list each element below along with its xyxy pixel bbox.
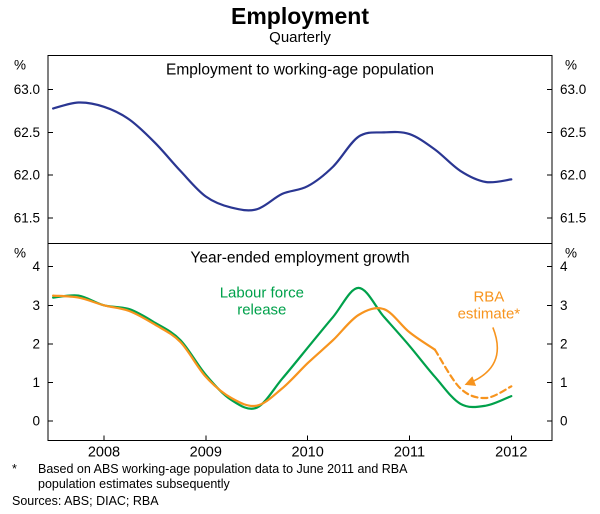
y-tick-label-left: 4	[32, 259, 40, 274]
y-tick-label-left: 62.5	[14, 125, 40, 140]
footnotes: * Based on ABS working-age population da…	[0, 461, 600, 509]
y-tick-label-left: 1	[32, 375, 40, 390]
rba-label: RBA estimate*	[458, 288, 521, 322]
y-tick-label-right: 61.5	[560, 210, 586, 225]
chart-title: Employment	[230, 3, 370, 29]
y-tick-label-left: 2	[32, 336, 40, 351]
labour-force-label: Labour force release	[220, 285, 304, 319]
chart-subtitle: Quarterly	[269, 29, 331, 46]
employment-to-working-age-population-line	[52, 101, 513, 212]
x-tick-label: 2009	[190, 445, 222, 461]
unit-label-left: %	[14, 58, 26, 73]
rba-estimate-line-solid	[52, 294, 436, 408]
y-tick-label-right: 4	[560, 259, 568, 274]
labour-force-release-line	[52, 286, 513, 410]
y-tick-label-left: 0	[32, 414, 40, 429]
rba-estimate-line-dashed	[433, 348, 513, 400]
employment-chart: 61.5 61.5 62.0 62.0 62.5 62.5 63.0 63.0% % Employ…	[14, 55, 586, 461]
panel-title-2: Year-ended employment growth	[190, 250, 409, 267]
y-tick-label-left: 3	[32, 298, 40, 313]
chart-header: Employment Quarterly	[0, 0, 600, 47]
x-tick-label: 2008	[88, 445, 120, 461]
annotation-arrow	[464, 327, 498, 386]
y-tick-label-right: 3	[560, 298, 568, 313]
y-tick-label-right: 0	[560, 414, 568, 429]
y-tick-label-right: 2	[560, 336, 568, 351]
footnote-marker: *	[12, 462, 17, 476]
sources-line: Sources: ABS; DIAC; RBA	[12, 494, 159, 508]
unit-label-right: %	[565, 58, 577, 73]
x-tick-label: 2010	[292, 445, 324, 461]
unit-label-left: %	[14, 246, 26, 261]
x-tick-label: 2011	[394, 445, 425, 461]
y-tick-label-right: 1	[560, 375, 568, 390]
unit-label-right: %	[565, 246, 577, 261]
y-tick-label-left: 61.5	[14, 210, 40, 225]
footnote-row: * Based on ABS working-age population da…	[12, 462, 586, 492]
footnote-text: Based on ABS working-age population data…	[38, 462, 407, 491]
axes	[47, 55, 553, 441]
panel-title-1: Employment to working-age population	[166, 62, 434, 79]
y-tick-label-right: 62.5	[560, 125, 586, 140]
y-tick-label-left: 63.0	[14, 82, 40, 97]
y-tick-label-right: 63.0	[560, 82, 586, 97]
x-tick-label: 2012	[495, 445, 527, 461]
chart-border	[47, 55, 553, 441]
y-tick-label-right: 62.0	[560, 168, 586, 183]
y-tick-label-left: 62.0	[14, 168, 40, 183]
